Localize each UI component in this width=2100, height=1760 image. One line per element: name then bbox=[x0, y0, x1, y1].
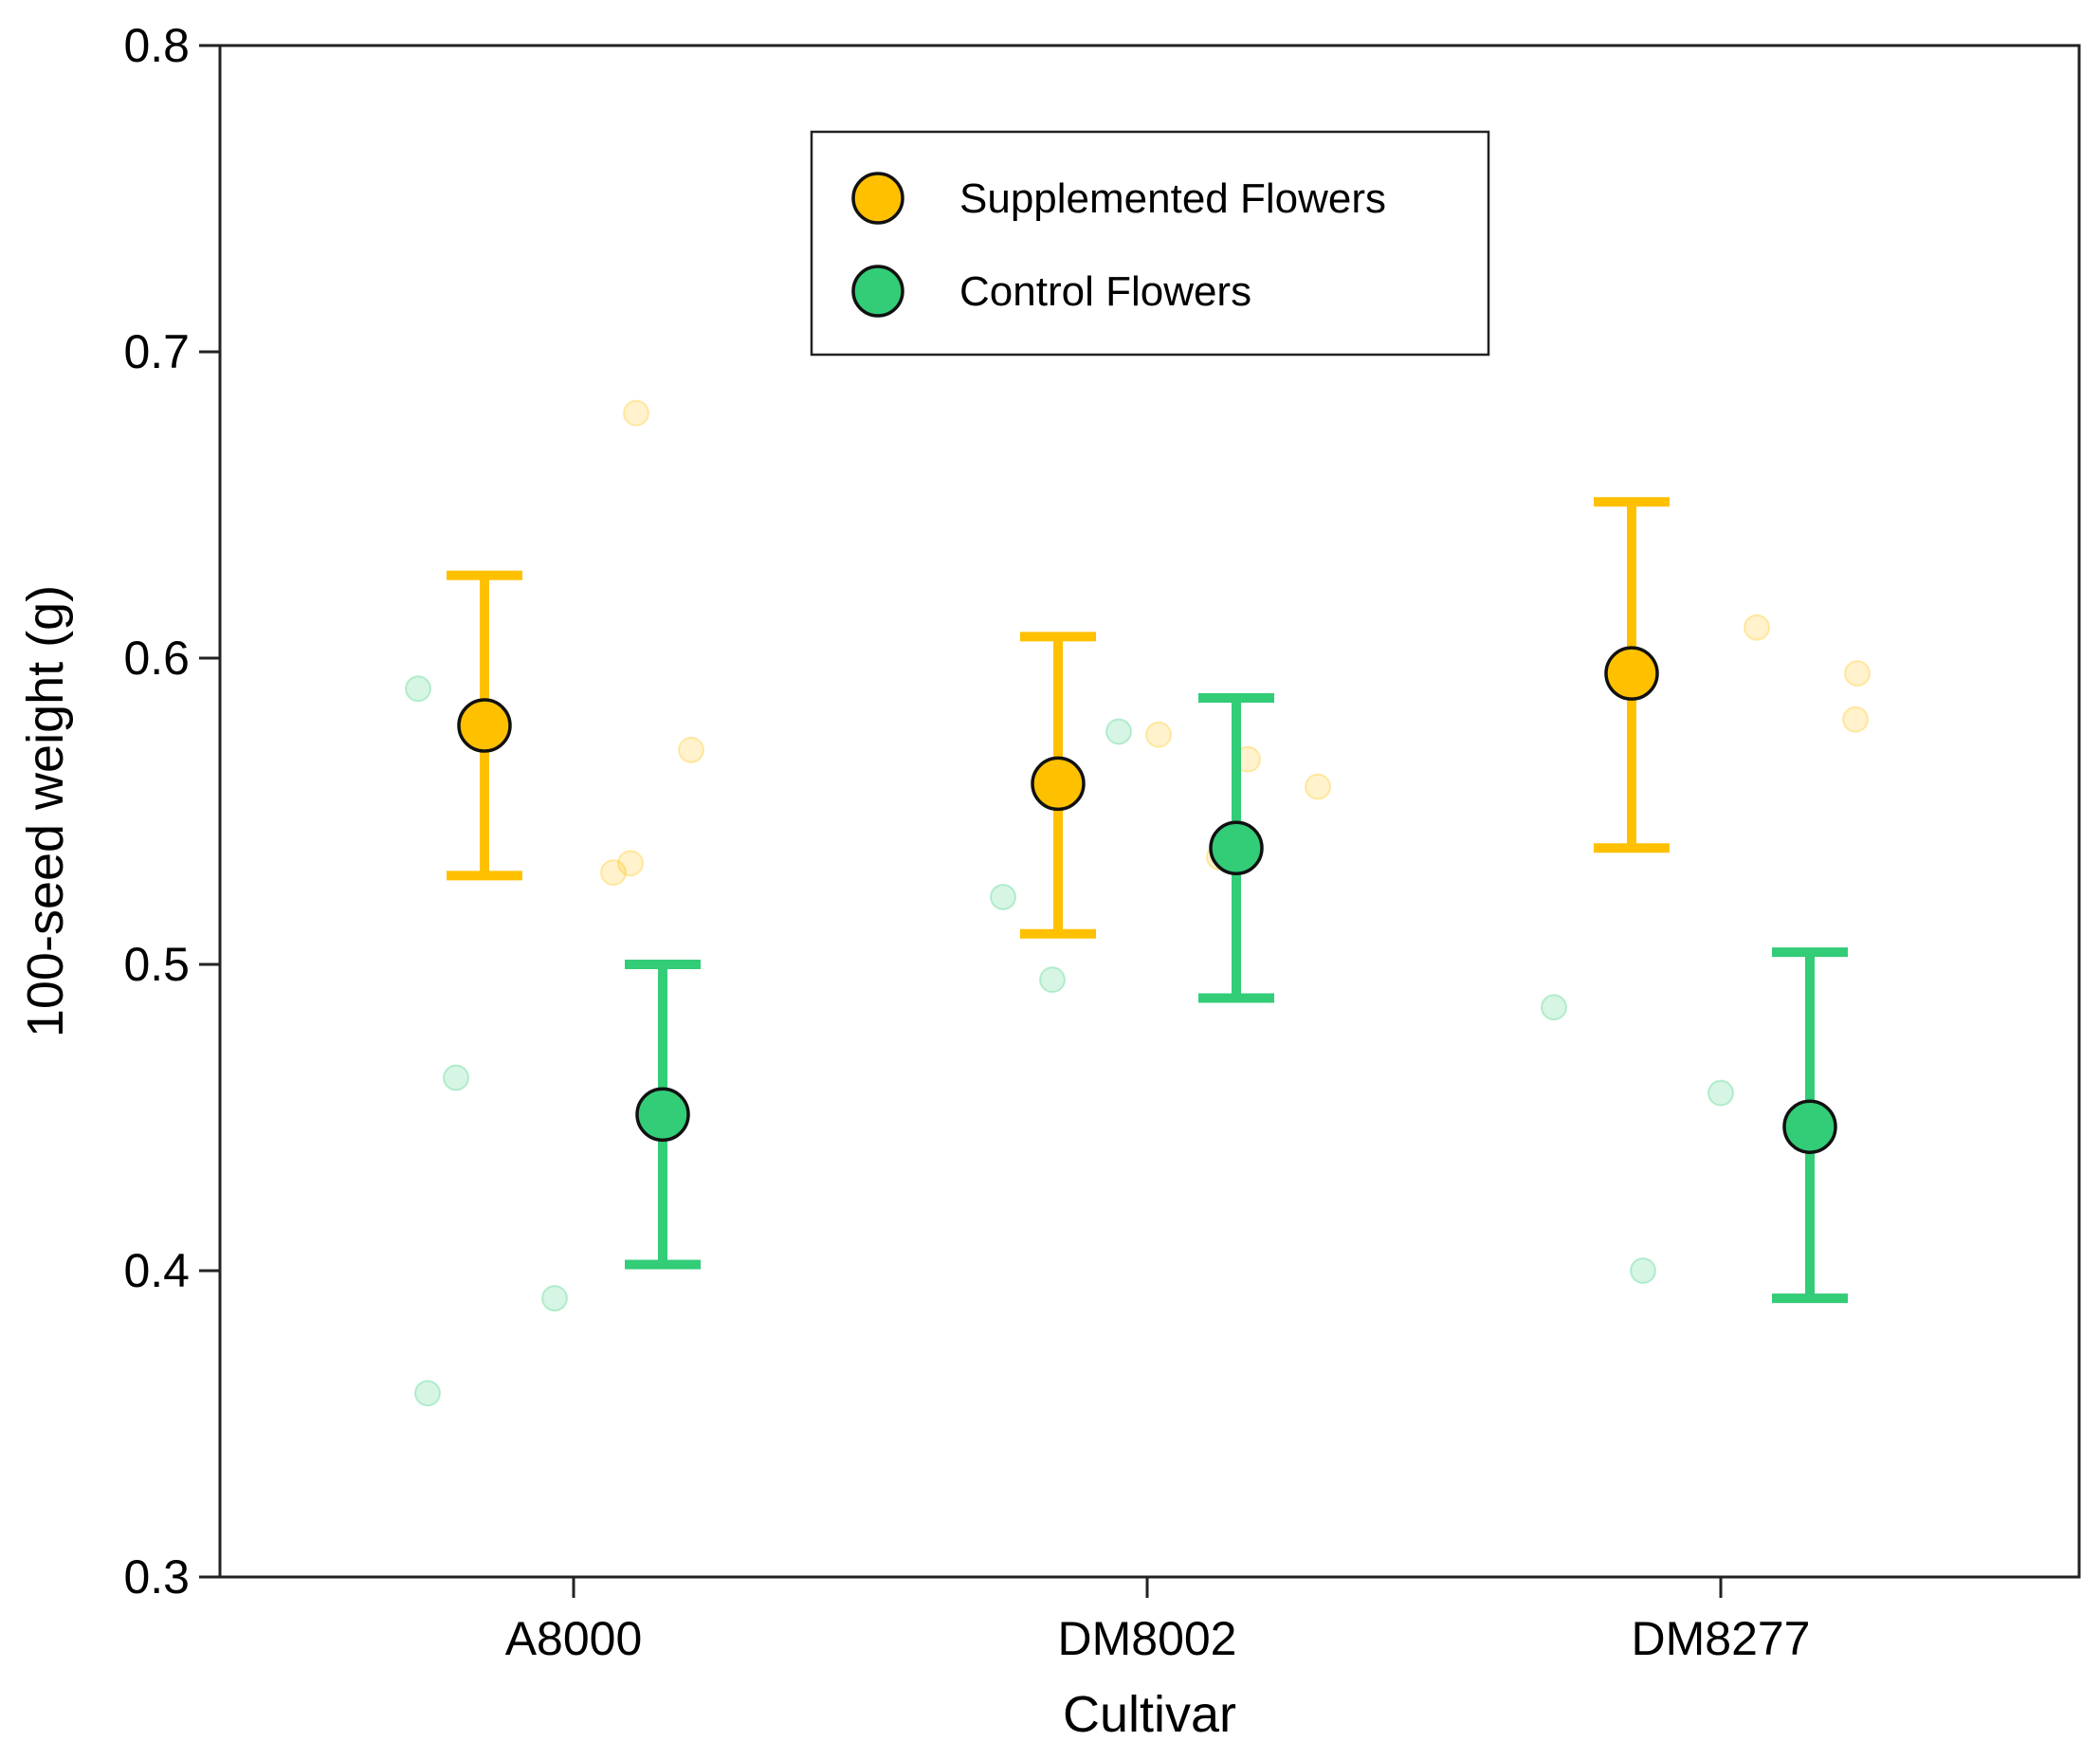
x-tick-label-0: A8000 bbox=[505, 1612, 643, 1665]
raw-point-s0-c2-2 bbox=[1842, 706, 1869, 733]
raw-point-s1-c2-1 bbox=[1707, 1079, 1734, 1107]
legend-swatch-control bbox=[851, 265, 904, 318]
x-tick-label-1: DM8002 bbox=[1058, 1612, 1237, 1665]
y-tick-label-1: 0.4 bbox=[123, 1244, 190, 1297]
mean-point-s0-c0 bbox=[457, 698, 512, 753]
mean-point-s1-c0 bbox=[635, 1087, 690, 1143]
y-tick-label-0: 0.3 bbox=[123, 1550, 190, 1604]
legend-box bbox=[810, 130, 1490, 357]
plot-frame bbox=[218, 44, 2081, 1579]
raw-point-s0-c2-1 bbox=[1844, 660, 1871, 688]
raw-point-s0-c0-3 bbox=[600, 859, 627, 887]
y-axis-title: 100-seed weight (g) bbox=[17, 585, 74, 1037]
raw-point-s1-c2-0 bbox=[1541, 994, 1567, 1021]
mean-points-layer bbox=[457, 646, 1837, 1154]
legend: Supplemented Flowers Control Flowers bbox=[810, 130, 1490, 357]
raw-point-s1-c1-0 bbox=[1105, 718, 1132, 745]
y-tick-label-5: 0.8 bbox=[123, 19, 190, 72]
raw-point-s1-c0-2 bbox=[541, 1285, 568, 1312]
raw-point-s0-c0-0 bbox=[623, 399, 649, 427]
mean-point-s1-c1 bbox=[1209, 820, 1264, 876]
mean-point-s1-c2 bbox=[1782, 1099, 1837, 1154]
legend-swatch-supplemented bbox=[851, 172, 904, 225]
y-tick-label-2: 0.5 bbox=[123, 938, 190, 991]
legend-label-supplemented: Supplemented Flowers bbox=[959, 175, 1386, 222]
mean-point-s0-c2 bbox=[1604, 646, 1659, 701]
raw-point-s0-c1-2 bbox=[1305, 773, 1331, 800]
y-tick-label-3: 0.6 bbox=[123, 632, 190, 685]
raw-point-s1-c1-3 bbox=[1039, 966, 1066, 994]
raw-point-s1-c0-1 bbox=[443, 1064, 469, 1091]
y-tick-label-4: 0.7 bbox=[123, 325, 190, 378]
raw-point-s0-c0-2 bbox=[617, 850, 644, 877]
raw-point-s1-c1-2 bbox=[990, 883, 1016, 910]
raw-point-s0-c2-0 bbox=[1744, 614, 1770, 641]
raw-point-s1-c2-2 bbox=[1630, 1257, 1656, 1284]
mean-point-s0-c1 bbox=[1031, 756, 1086, 812]
raw-point-s0-c0-1 bbox=[678, 736, 704, 763]
legend-label-control: Control Flowers bbox=[959, 268, 1251, 315]
x-tick-label-2: DM8277 bbox=[1632, 1612, 1811, 1665]
x-axis-title: Cultivar bbox=[1063, 1686, 1236, 1743]
axes-layer: 0.3 0.4 0.5 0.6 0.7 0.8 A8000 DM8002 DM8277 bbox=[123, 19, 1810, 1665]
raw-point-s1-c0-0 bbox=[405, 675, 431, 703]
raw-point-s1-c0-3 bbox=[414, 1380, 441, 1407]
raw-point-s0-c1-0 bbox=[1145, 721, 1172, 748]
